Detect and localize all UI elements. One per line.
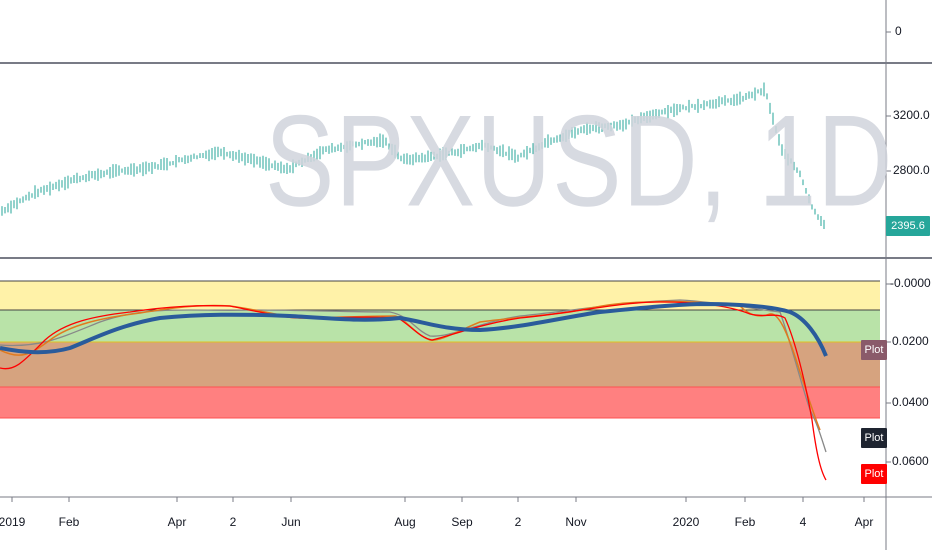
plot-tag-brown: Plot (861, 340, 887, 360)
price-axis-label-2800: 2800.0 (893, 163, 930, 177)
indicator-axis-label-0200: 0.0200 (892, 334, 929, 348)
time-axis-label: Aug (394, 515, 416, 529)
indicator-zone-low (0, 387, 880, 418)
indicator-axis-label-0600: 0.0600 (892, 454, 929, 468)
symbol-watermark: SPXUSD, 1D (265, 89, 894, 235)
time-axis-label: Feb (734, 515, 756, 529)
indicator-axis-label-0: -0.0000 (890, 276, 931, 290)
plot-tag-dark: Plot (861, 428, 887, 448)
time-axis-label: 4 (799, 515, 807, 529)
plot-tag-red: Plot (861, 464, 887, 484)
time-axis-label: 2019 (0, 515, 26, 529)
time-axis-label: 2 (229, 515, 237, 529)
top-pane-axis-label: 0 (895, 24, 902, 38)
time-axis-label: Jun (281, 515, 301, 529)
indicator-zone-mid (0, 342, 880, 387)
time-axis-label: Feb (58, 515, 80, 529)
time-axis-label: Nov (565, 515, 587, 529)
time-axis-label: Apr (854, 515, 874, 529)
price-axis-label-3200: 3200.0 (893, 108, 930, 122)
last-price-tag: 2395.6 (886, 216, 930, 236)
indicator-red-line (0, 301, 827, 481)
time-axis-label: 2020 (672, 515, 700, 529)
indicator-blue-line (0, 301, 828, 357)
time-axis-label: Sep (451, 515, 473, 529)
indicator-axis-label-0400: 0.0400 (892, 395, 929, 409)
time-axis-ticks (11, 497, 865, 502)
price-series (1, 82, 825, 229)
time-axis-label: 2 (514, 515, 522, 529)
time-axis-label: Apr (167, 515, 187, 529)
